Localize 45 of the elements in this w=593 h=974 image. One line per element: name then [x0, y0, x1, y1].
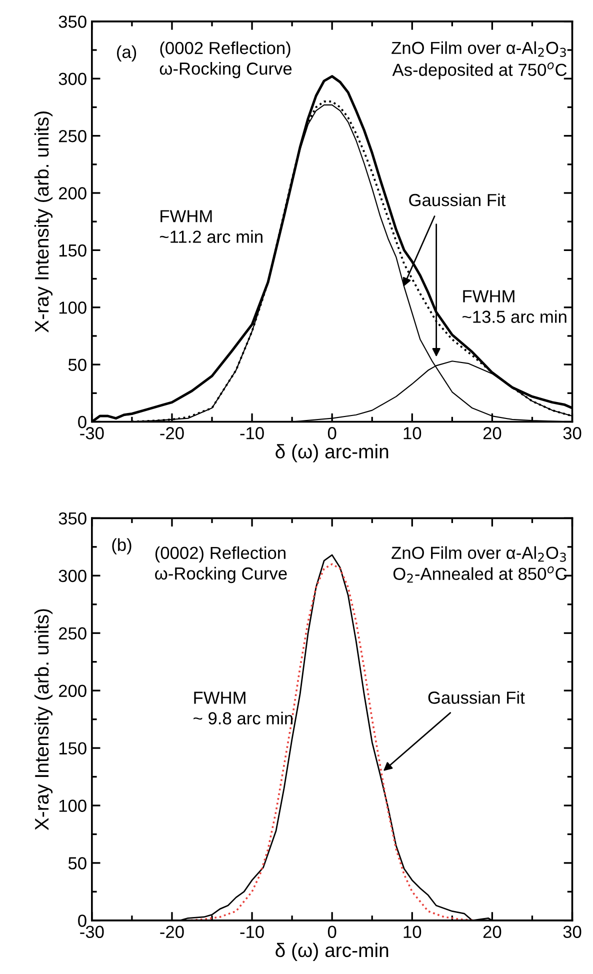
text: ZnO Film over α-Al$_{2}$O$_{3}$ O$_{2}$-Annealed at 850$^{o}$C	[392, 546, 567, 583]
x-tick-label: -10	[240, 926, 264, 938]
y-tick-label: 150	[59, 742, 86, 754]
y-tick-label: 350	[58, 512, 86, 525]
annotation: Gaussian Fit	[428, 691, 525, 704]
y-axis-title: X-ray Intensity (arb. units)	[34, 609, 53, 830]
y-tick-label: 100	[59, 302, 86, 314]
annotation: (b)	[112, 538, 132, 554]
x-tick-label: -30	[80, 926, 104, 938]
y-axis-title: X-ray Intensity (arb. units)	[34, 111, 53, 332]
x-tick-label: 0	[328, 427, 336, 440]
y-tick-label: 200	[58, 684, 86, 698]
y-tick-label: 300	[58, 72, 86, 86]
annotation: (0002) Reflection ω-Rocking Curve	[155, 546, 287, 584]
y-tick-label: 350	[58, 16, 86, 28]
y-tick-label: 100	[59, 800, 86, 812]
text: ZnO Film over α-Al$_{2}$O$_{3}$ As-deposited at 750$^{o}$C	[392, 41, 567, 80]
y-tick-label: 200	[58, 187, 86, 200]
x-tick-label: 10	[404, 926, 422, 938]
x-tick-label: 20	[483, 427, 502, 440]
x-tick-label: -10	[240, 427, 264, 440]
annotation: Gaussian Fit	[409, 193, 506, 206]
y-tick-label: 300	[58, 570, 86, 582]
y-tick-label: 250	[58, 627, 86, 640]
y-tick-label: 150	[59, 244, 86, 257]
annotation: FWHM ~11.2 arc min	[160, 210, 262, 243]
x-tick-label: 30	[563, 926, 582, 938]
x-tick-label: 10	[404, 427, 422, 440]
y-tick-label: 50	[68, 358, 86, 372]
annotation: (a)	[117, 45, 136, 62]
y-tick-label: 0	[78, 914, 86, 927]
x-tick-label: 20	[483, 926, 502, 938]
annotation: FWHM ~13.5 arc min	[462, 290, 566, 323]
x-tick-label: 30	[563, 427, 582, 440]
x-tick-label: -30	[80, 427, 104, 440]
x-tick-label: 0	[328, 926, 336, 938]
x-axis-title: δ (ω) arc-min	[276, 942, 388, 961]
x-tick-label: -20	[160, 926, 184, 938]
y-tick-label: 0	[78, 416, 86, 428]
y-tick-label: 250	[58, 130, 86, 142]
annotation: (0002 Reflection) ω-Rocking Curve	[160, 41, 292, 78]
x-tick-label: -20	[160, 427, 184, 440]
y-tick-label: 50	[68, 857, 86, 870]
x-axis-title: δ (ω) arc-min	[276, 444, 388, 462]
annotation: FWHM ~ 9.8 arc min	[194, 692, 292, 724]
